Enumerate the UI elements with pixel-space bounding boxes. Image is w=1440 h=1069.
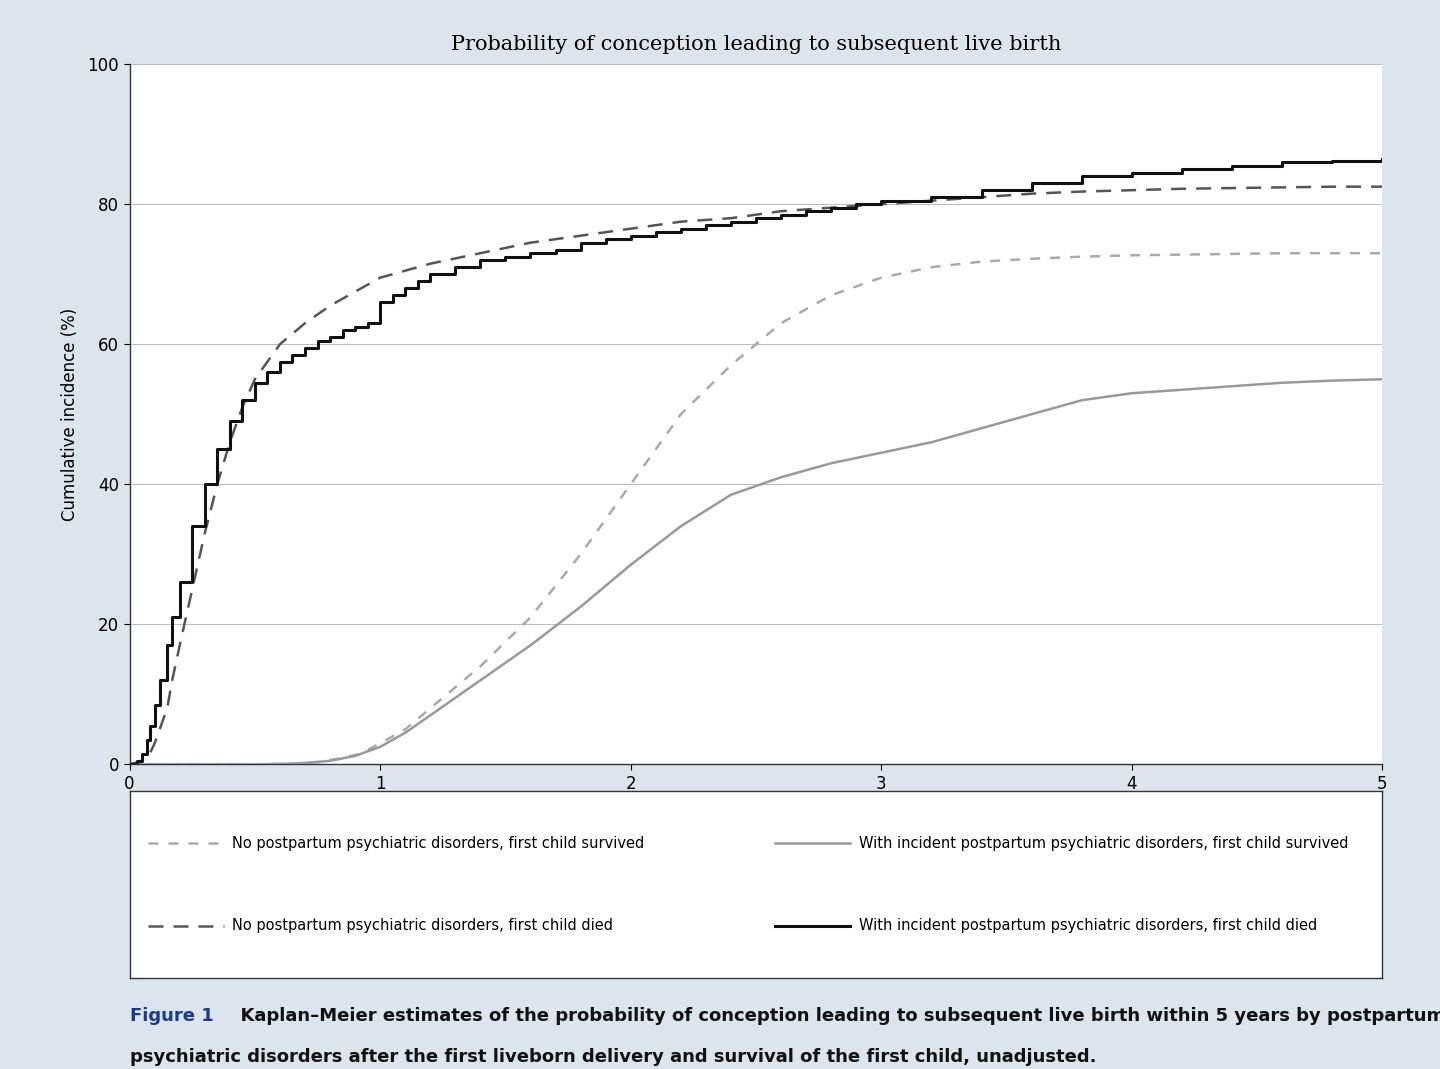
Title: Probability of conception leading to subsequent live birth: Probability of conception leading to sub…	[451, 35, 1061, 55]
Text: No postpartum psychiatric disorders, first child survived: No postpartum psychiatric disorders, fir…	[232, 836, 645, 851]
Y-axis label: Cumulative incidence (%): Cumulative incidence (%)	[62, 308, 79, 521]
Text: Figure 1: Figure 1	[130, 1007, 213, 1025]
X-axis label: Time since the first liveborn delivery (years): Time since the first liveborn delivery (…	[572, 801, 940, 819]
Text: With incident postpartum psychiatric disorders, first child survived: With incident postpartum psychiatric dis…	[858, 836, 1348, 851]
Text: With incident postpartum psychiatric disorders, first child died: With incident postpartum psychiatric dis…	[858, 918, 1318, 933]
Text: psychiatric disorders after the first liveborn delivery and survival of the firs: psychiatric disorders after the first li…	[130, 1048, 1096, 1066]
Text: Kaplan–Meier estimates of the probability of conception leading to subsequent li: Kaplan–Meier estimates of the probabilit…	[228, 1007, 1440, 1025]
Text: No postpartum psychiatric disorders, first child died: No postpartum psychiatric disorders, fir…	[232, 918, 613, 933]
